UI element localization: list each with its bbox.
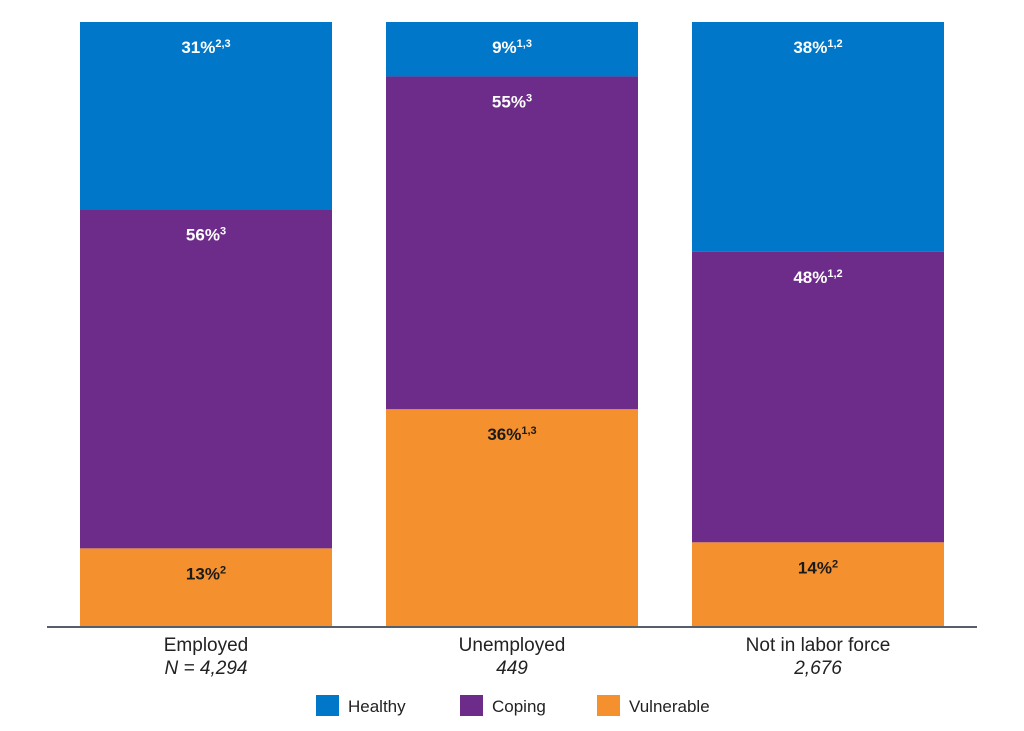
value-label-healthy-unemployed: 9%1,3 <box>492 38 532 57</box>
bar-segment-vulnerable-not-in-labor-force <box>692 542 944 627</box>
value-label-vulnerable-employed: 13%2 <box>186 564 226 583</box>
bar-segment-coping-not-in-labor-force <box>692 251 944 543</box>
category-label-unemployed: Unemployed <box>459 635 566 656</box>
category-label-employed: Employed <box>164 635 249 656</box>
bar-segment-coping-employed <box>80 209 332 549</box>
legend-swatch-vulnerable <box>597 695 620 716</box>
legend-label-healthy: Healthy <box>348 697 406 716</box>
sample-size-label-employed: N = 4,294 <box>165 658 248 679</box>
bar-segment-vulnerable-employed <box>80 548 332 627</box>
bar-segment-vulnerable-unemployed <box>386 409 638 627</box>
bar-segment-healthy-unemployed <box>386 22 638 77</box>
legend-swatch-coping <box>460 695 483 716</box>
sample-size-label-not-in-labor-force: 2,676 <box>793 658 842 679</box>
bar-segment-coping-unemployed <box>386 76 638 410</box>
category-label-not-in-labor-force: Not in labor force <box>746 635 891 656</box>
value-label-coping-not-in-labor-force: 48%1,2 <box>793 268 842 287</box>
value-label-healthy-not-in-labor-force: 38%1,2 <box>793 38 842 57</box>
value-label-healthy-employed: 31%2,3 <box>181 38 230 57</box>
value-labels-group: 13%2 56%3 31%2,3 36%1,3 55%3 9%1,3 14%2 48%1,2 3… <box>181 38 842 583</box>
value-label-vulnerable-unemployed: 36%1,3 <box>487 425 536 444</box>
value-label-coping-employed: 56%3 <box>186 226 226 245</box>
bar-segment-healthy-employed <box>80 22 332 210</box>
legend-label-vulnerable: Vulnerable <box>629 697 710 716</box>
bar-segment-healthy-not-in-labor-force <box>692 22 944 252</box>
legend: Healthy Coping Vulnerable <box>316 695 710 716</box>
bars-group <box>80 22 944 627</box>
value-label-coping-unemployed: 55%3 <box>492 92 532 111</box>
legend-swatch-healthy <box>316 695 339 716</box>
legend-label-coping: Coping <box>492 697 546 716</box>
sample-size-label-unemployed: 449 <box>496 658 528 679</box>
value-label-vulnerable-not-in-labor-force: 14%2 <box>798 558 838 577</box>
